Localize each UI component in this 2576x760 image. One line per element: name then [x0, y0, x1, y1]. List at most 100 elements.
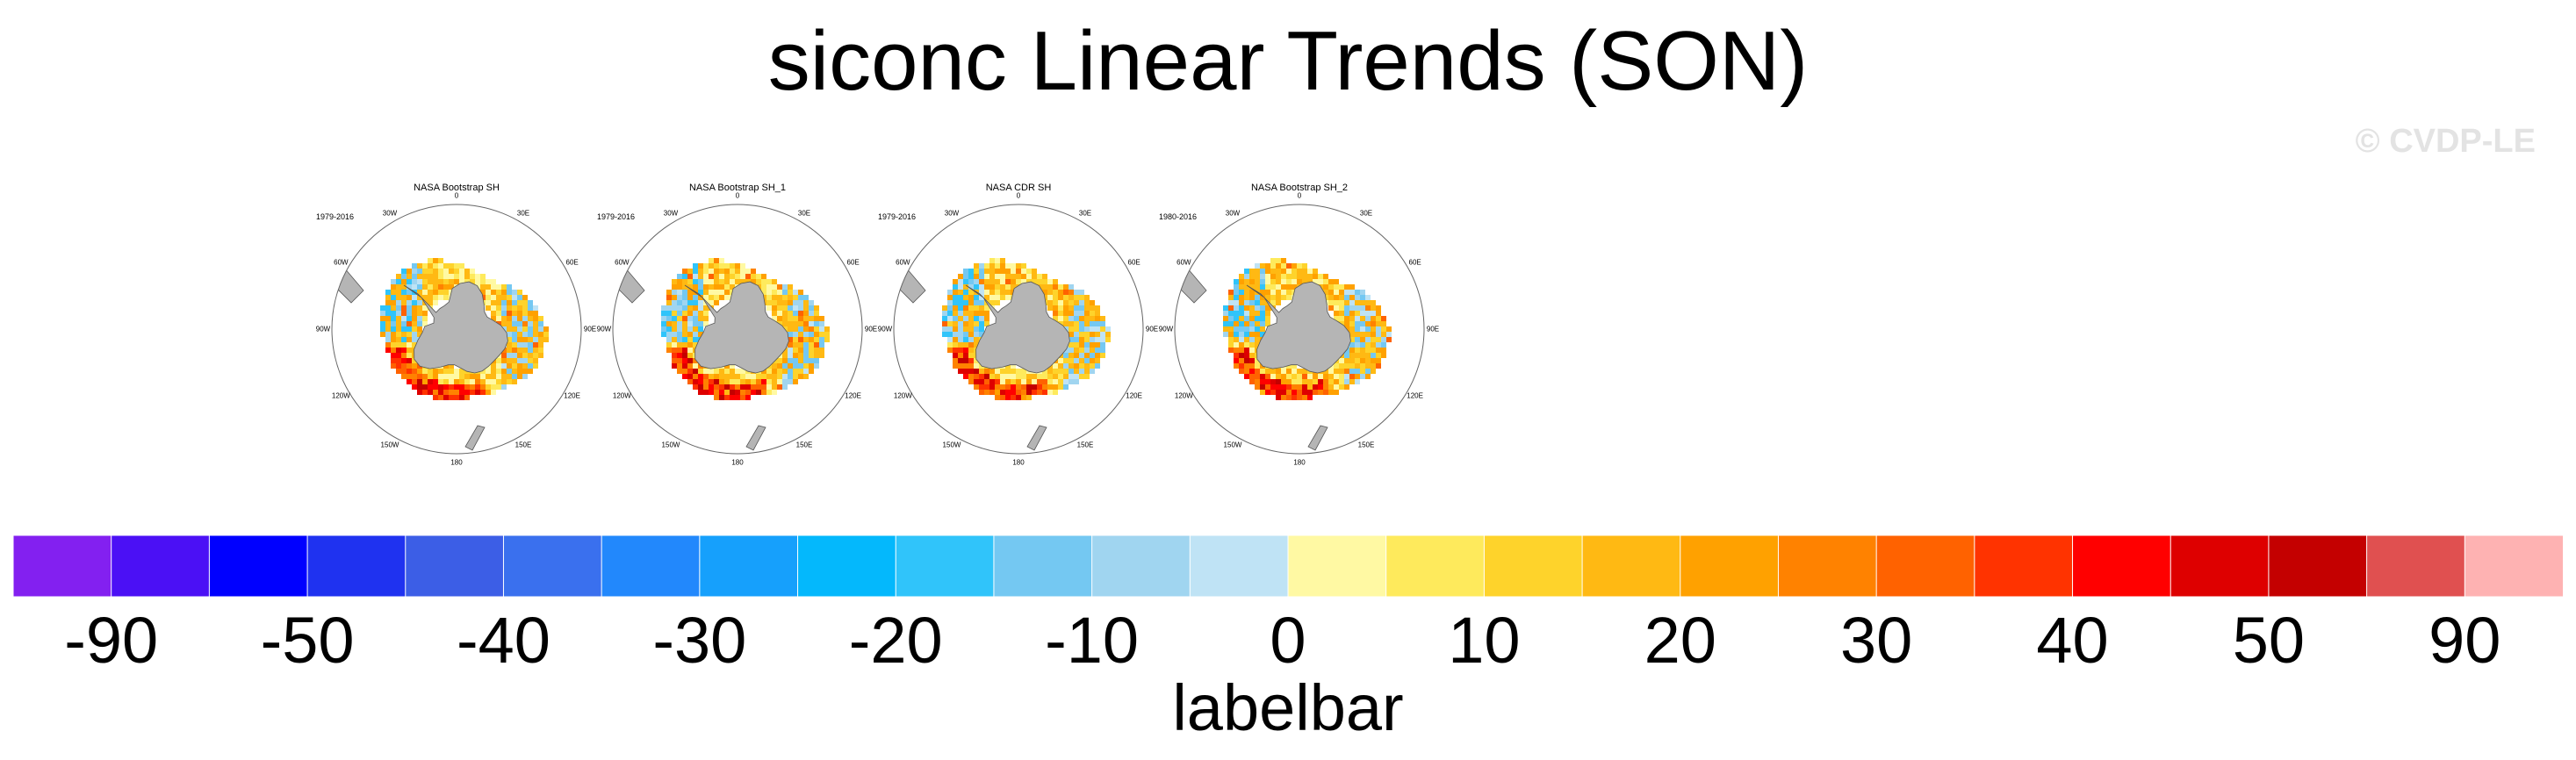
trend-cell — [1249, 295, 1255, 300]
trend-cell — [777, 358, 782, 363]
trend-cell — [459, 379, 464, 384]
trend-cell — [396, 363, 401, 369]
trend-cell — [1334, 363, 1339, 369]
trend-cell — [974, 384, 979, 390]
map-panel: NASA Bootstrap SH 1979-2016 0 30E 60E 90E 12… — [316, 176, 597, 467]
trend-cell — [793, 321, 798, 326]
trend-cell — [1355, 379, 1360, 384]
trend-cell — [1349, 284, 1355, 290]
trend-cell — [793, 290, 798, 295]
trend-cell — [1244, 305, 1249, 311]
trend-cell — [1360, 337, 1365, 342]
trend-cell — [1349, 374, 1355, 379]
trend-cell — [1100, 348, 1105, 353]
trend-cell — [1032, 374, 1037, 379]
trend-cell — [1355, 305, 1360, 311]
trend-cell — [693, 274, 698, 279]
trend-cell — [391, 358, 396, 363]
trend-cell — [459, 274, 464, 279]
panel-years: 1979-2016 — [316, 212, 355, 221]
trend-cell — [385, 332, 391, 337]
trend-cell — [454, 274, 459, 279]
trend-cell — [963, 363, 968, 369]
trend-cell — [1090, 353, 1095, 358]
trend-cell — [517, 369, 522, 374]
trend-cell — [719, 390, 724, 395]
trend-cell — [512, 300, 517, 305]
trend-cell — [1365, 311, 1371, 316]
trend-cell — [1349, 363, 1355, 369]
trend-cell — [1286, 379, 1292, 384]
trend-cell — [672, 321, 677, 326]
trend-cell — [677, 311, 682, 316]
trend-cell — [703, 295, 709, 300]
trend-cell — [1234, 316, 1239, 321]
trend-cell — [443, 390, 449, 395]
trend-cell — [1016, 279, 1021, 284]
trend-cell — [396, 337, 401, 342]
trend-cell — [1069, 369, 1074, 374]
trend-cell — [464, 374, 470, 379]
trend-cell — [443, 269, 449, 274]
trend-cell — [1286, 295, 1292, 300]
trend-cell — [953, 295, 958, 300]
trend-cell — [947, 290, 953, 295]
trend-cell — [1249, 316, 1255, 321]
trend-cell — [1260, 290, 1265, 295]
trend-cell — [687, 332, 693, 337]
trend-cell — [1339, 369, 1344, 374]
trend-cell — [772, 300, 777, 305]
new-zealand-landmass — [745, 425, 766, 451]
trend-cell — [1265, 279, 1270, 284]
trend-cell — [528, 353, 533, 358]
trend-cell — [798, 295, 803, 300]
trend-cell — [698, 326, 703, 332]
trend-cell — [412, 305, 417, 311]
trend-cell — [677, 279, 682, 284]
trend-cell — [756, 274, 761, 279]
trend-cell — [995, 258, 1000, 263]
trend-cell — [422, 274, 428, 279]
trend-cell — [449, 384, 454, 390]
trend-cell — [798, 348, 803, 353]
trend-cell — [953, 284, 958, 290]
trend-cell — [1011, 284, 1016, 290]
trend-cell — [1105, 326, 1111, 332]
trend-cell — [391, 290, 396, 295]
trend-cell — [1270, 374, 1276, 379]
polar-map — [331, 204, 582, 455]
trend-cell — [1270, 258, 1276, 263]
trend-cell — [486, 379, 491, 384]
trend-cell — [422, 321, 428, 326]
trend-cell — [1239, 332, 1244, 337]
trend-cell — [803, 300, 809, 305]
trend-cell — [745, 374, 751, 379]
trend-cell — [1058, 384, 1063, 390]
trend-cell — [953, 348, 958, 353]
trend-cell — [1228, 332, 1234, 337]
trend-cell — [538, 326, 543, 332]
trend-cell — [989, 274, 995, 279]
trend-cell — [401, 316, 407, 321]
trend-cell — [1302, 390, 1307, 395]
trend-cell — [1095, 316, 1100, 321]
trend-cell — [693, 284, 698, 290]
trend-cell — [401, 363, 407, 369]
trend-cell — [1084, 337, 1090, 342]
colorbar-tick-label: 0 — [1270, 604, 1306, 677]
trend-cell — [522, 316, 528, 321]
trend-cell — [391, 300, 396, 305]
trend-cell — [793, 305, 798, 311]
trend-cell — [412, 342, 417, 348]
trend-cell — [1239, 358, 1244, 363]
colorbar-tick-label: -10 — [1045, 604, 1140, 677]
trend-cell — [661, 332, 666, 337]
trend-cell — [703, 316, 709, 321]
trend-cell — [1365, 337, 1371, 342]
trend-cell — [1047, 374, 1053, 379]
trend-cell — [788, 311, 793, 316]
trend-cell — [984, 269, 989, 274]
trend-cell — [1265, 316, 1270, 321]
trend-cell — [687, 337, 693, 342]
trend-cell — [1281, 269, 1286, 274]
